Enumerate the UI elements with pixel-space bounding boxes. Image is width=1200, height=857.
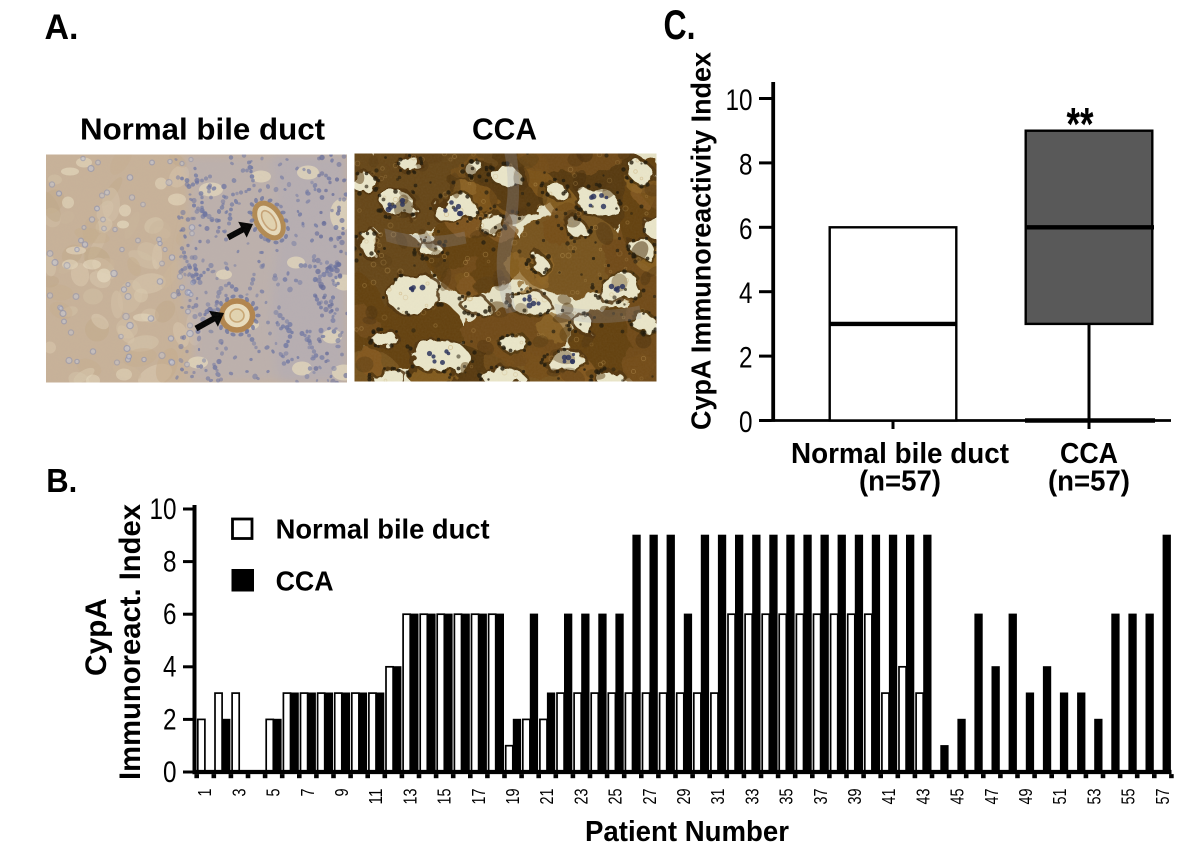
svg-text:CCA: CCA bbox=[276, 565, 334, 596]
svg-text:CypA Immunoreactivity Index: CypA Immunoreactivity Index bbox=[686, 52, 717, 430]
svg-text:8: 8 bbox=[163, 546, 177, 579]
svg-text:27: 27 bbox=[640, 789, 660, 805]
svg-text:7: 7 bbox=[298, 789, 318, 797]
svg-text:45: 45 bbox=[948, 789, 968, 805]
svg-text:(n=57): (n=57) bbox=[859, 466, 941, 498]
svg-text:6: 6 bbox=[163, 598, 177, 631]
svg-text:0: 0 bbox=[163, 756, 177, 789]
svg-text:31: 31 bbox=[708, 789, 728, 805]
svg-text:5: 5 bbox=[264, 789, 284, 797]
svg-text:13: 13 bbox=[401, 789, 421, 805]
svg-text:Normal bile duct: Normal bile duct bbox=[791, 438, 1009, 470]
svg-text:A.: A. bbox=[45, 8, 79, 47]
svg-text:21: 21 bbox=[537, 789, 557, 805]
svg-text:2: 2 bbox=[163, 703, 177, 736]
svg-text:Normal bile duct: Normal bile duct bbox=[276, 514, 490, 545]
svg-text:41: 41 bbox=[879, 789, 899, 805]
svg-text:CCA: CCA bbox=[1060, 438, 1118, 470]
svg-text:17: 17 bbox=[469, 789, 489, 805]
svg-text:33: 33 bbox=[743, 789, 763, 805]
svg-text:(n=57): (n=57) bbox=[1048, 466, 1130, 498]
svg-text:47: 47 bbox=[982, 789, 1002, 805]
svg-text:Patient Number: Patient Number bbox=[585, 816, 789, 848]
svg-text:19: 19 bbox=[503, 789, 523, 805]
svg-text:57: 57 bbox=[1153, 789, 1173, 805]
svg-text:Immunoreact. Index: Immunoreact. Index bbox=[114, 504, 147, 780]
svg-text:3: 3 bbox=[230, 789, 250, 797]
svg-text:37: 37 bbox=[811, 789, 831, 805]
svg-text:0: 0 bbox=[739, 406, 753, 439]
svg-text:43: 43 bbox=[914, 789, 934, 805]
svg-text:CypA: CypA bbox=[80, 598, 113, 676]
svg-text:Normal bile duct: Normal bile duct bbox=[80, 112, 325, 147]
svg-text:1: 1 bbox=[195, 789, 215, 797]
svg-text:2: 2 bbox=[739, 342, 753, 375]
svg-text:23: 23 bbox=[572, 789, 592, 805]
svg-text:55: 55 bbox=[1119, 789, 1139, 805]
svg-text:9: 9 bbox=[332, 789, 352, 797]
svg-text:15: 15 bbox=[435, 789, 455, 805]
svg-text:C.: C. bbox=[664, 1, 696, 48]
svg-text:25: 25 bbox=[606, 789, 626, 805]
svg-text:29: 29 bbox=[674, 789, 694, 805]
svg-text:8: 8 bbox=[739, 148, 753, 181]
svg-text:10: 10 bbox=[150, 493, 177, 526]
svg-text:CCA: CCA bbox=[472, 112, 537, 147]
svg-text:4: 4 bbox=[163, 651, 177, 684]
svg-text:6: 6 bbox=[739, 213, 753, 246]
svg-text:49: 49 bbox=[1016, 789, 1036, 805]
svg-text:10: 10 bbox=[726, 84, 753, 117]
svg-text:39: 39 bbox=[845, 789, 865, 805]
svg-text:51: 51 bbox=[1050, 789, 1070, 805]
svg-text:53: 53 bbox=[1085, 789, 1105, 805]
svg-text:11: 11 bbox=[366, 789, 386, 805]
svg-text:B.: B. bbox=[46, 462, 77, 499]
svg-text:**: ** bbox=[1067, 98, 1094, 150]
svg-text:4: 4 bbox=[739, 277, 753, 310]
svg-text:35: 35 bbox=[777, 789, 797, 805]
